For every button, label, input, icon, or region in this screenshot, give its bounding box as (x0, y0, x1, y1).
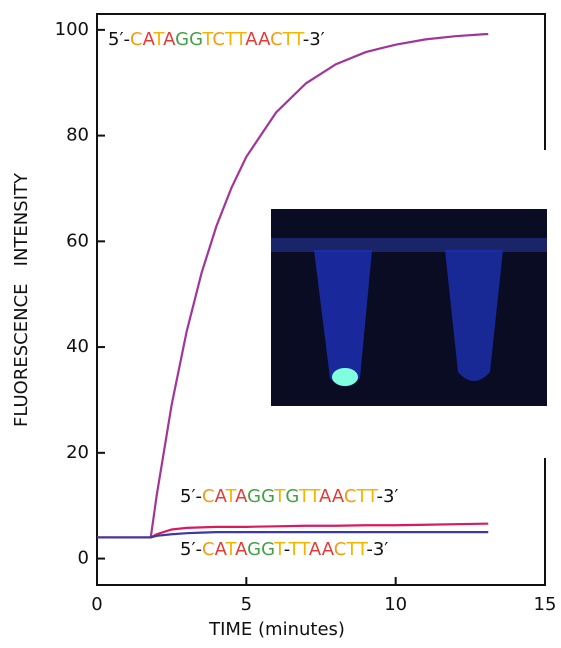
y-axis-title: FLUORESCENCE INTENSITY (11, 172, 32, 427)
y-tick-label: 80 (66, 125, 89, 146)
series-label: 5′-CATAGGT-TTAACTT-3′ (180, 539, 388, 560)
x-tick-label: 15 (534, 594, 557, 615)
label-background (105, 27, 328, 52)
series-label: 5′-CATAGGTGTTAACTT-3′ (180, 486, 399, 507)
y-tick-label: 100 (55, 19, 89, 40)
x-tick-label: 0 (91, 594, 102, 615)
y-tick-label: 0 (78, 548, 89, 569)
series-label: 5′-CATAGGTCTTAACTT-3′ (108, 29, 325, 50)
axis-frame (96, 13, 546, 586)
y-tick-label: 20 (66, 442, 89, 463)
y-tick-label: 60 (66, 230, 89, 251)
x-tick-label: 5 (241, 594, 252, 615)
series-line (97, 531, 489, 539)
x-axis-title: TIME (minutes) (208, 619, 345, 640)
x-tick-label: 10 (384, 594, 407, 615)
inset-photo (271, 209, 547, 406)
y-tick-label: 40 (66, 336, 89, 357)
